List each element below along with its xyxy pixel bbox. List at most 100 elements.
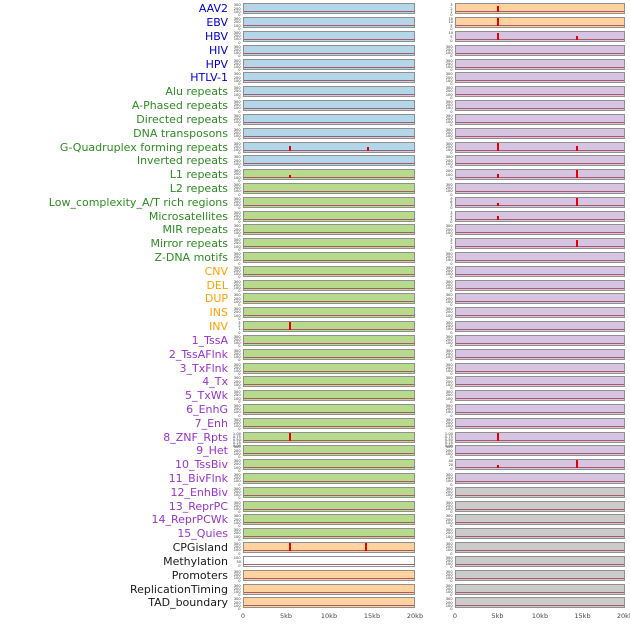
y-tick-label: 3 <box>450 237 453 242</box>
y-tick-label: 0 <box>450 357 453 363</box>
density-baseline <box>456 273 624 275</box>
x-tick-label: 10kb <box>531 611 549 620</box>
y-tick-label: 0 <box>238 426 241 432</box>
density-baseline <box>456 11 624 13</box>
y-tick-label: 0 <box>238 12 241 17</box>
y-tick-label: 100 <box>446 119 453 125</box>
y-tick-label: 200 <box>234 295 241 301</box>
y-tick-label: 0 <box>238 481 241 487</box>
y-tick-label: 100 <box>234 243 241 249</box>
density-baseline <box>456 384 624 386</box>
y-tick-label: 300 <box>446 375 453 381</box>
y-tick-label: 100 <box>234 78 241 83</box>
y-tick-label: 100 <box>446 533 453 539</box>
y-tick-label: 2 <box>238 323 241 329</box>
y-axis-tick-labels: 300 200 100 0 <box>228 44 243 57</box>
y-tick-label: 100 <box>234 423 241 428</box>
y-tick-label: 0 <box>238 26 241 31</box>
density-baseline <box>244 94 414 96</box>
density-baseline <box>244 439 414 441</box>
density-spike <box>367 147 370 151</box>
y-tick-label: 0 <box>450 288 453 293</box>
y-tick-label: 300 <box>234 251 241 256</box>
left-track-panel <box>243 307 415 319</box>
y-tick-label: 100 <box>234 202 241 207</box>
y-tick-label: 100 <box>234 285 241 290</box>
y-axis-tick-labels: 300 200 100 0 <box>228 155 243 168</box>
row-label: DEL <box>206 278 228 292</box>
y-tick-label: 0 <box>450 274 453 280</box>
y-tick-label: 0 <box>450 81 453 86</box>
density-baseline <box>456 232 624 234</box>
y-tick-label: 300 <box>234 126 241 132</box>
y-axis-tick-labels: 1.00 0.75 0.50 0.25 0.00 <box>440 431 455 448</box>
left-track-panel <box>243 252 415 264</box>
y-tick-label: 0 <box>450 67 453 72</box>
left-track-panel <box>243 542 415 554</box>
y-tick-label: 0 <box>238 578 241 584</box>
y-tick-label: 300 <box>446 265 453 270</box>
track-row: L2 repeats 300 200 100 0 300 200 100 0 <box>0 182 630 196</box>
y-tick-label: 200 <box>234 185 241 190</box>
y-tick-label: 100 <box>234 395 241 401</box>
y-tick-label: 100 <box>446 105 453 111</box>
y-tick-label: 300 <box>234 499 241 505</box>
y-tick-label: 300 <box>446 403 453 408</box>
y-axis-tick-labels: 300 200 100 0 <box>228 86 243 99</box>
right-track-panel <box>455 127 625 139</box>
y-axis-tick-labels: 300 200 100 0 <box>440 321 455 334</box>
density-baseline <box>456 66 624 68</box>
y-tick-label: 0 <box>238 260 241 266</box>
y-tick-label: 300 <box>234 196 241 201</box>
y-tick-label: 300 <box>234 30 241 35</box>
axis-spacer <box>0 610 243 611</box>
row-label: INV <box>209 320 228 334</box>
right-track-panel <box>455 334 625 346</box>
row-label: G-Quadruplex forming repeats <box>59 140 228 154</box>
density-baseline <box>244 190 414 192</box>
y-axis-tick-labels: 300 200 100 0 <box>440 252 455 266</box>
y-tick-label: 0 <box>450 260 453 266</box>
y-tick-label: 100 <box>234 492 241 497</box>
y-axis-tick-labels: 300 200 100 0 <box>228 362 243 375</box>
y-axis-tick-labels: 300 200 100 0 <box>228 196 243 209</box>
track-row: Microsatellites 300 200 100 0 3 2 1 0 <box>0 209 630 224</box>
row-label: 5_TxWk <box>185 389 228 403</box>
density-baseline <box>244 232 414 234</box>
density-baseline <box>244 342 414 344</box>
y-tick-label: 300 <box>446 347 453 353</box>
right-track-panel <box>455 196 625 208</box>
track-row: 11_BivFlnk 300 200 100 0 300 200 100 0 <box>0 472 630 486</box>
y-tick-label: 200 <box>446 516 453 522</box>
density-baseline <box>456 550 624 552</box>
left-track-panel <box>243 182 415 194</box>
density-baseline <box>456 411 624 413</box>
density-spike <box>288 174 291 179</box>
y-tick-label: 200 <box>446 489 453 494</box>
y-tick-label: 200 <box>446 364 453 370</box>
track-row: AAV2 300 200 100 0 3 2 1 0 <box>0 2 630 16</box>
y-tick-label: 300 <box>234 113 241 118</box>
y-axis-tick-labels: 300 200 100 0 <box>440 58 455 72</box>
y-tick-label: 200 <box>234 461 241 467</box>
y-tick-label: 0 <box>450 412 453 418</box>
y-axis-tick-labels: 200 100 0 <box>440 169 455 181</box>
left-track-panel <box>243 100 415 112</box>
density-baseline <box>244 411 414 413</box>
y-tick-label: 200 <box>234 268 241 273</box>
y-tick-label: 300 <box>234 568 241 574</box>
y-tick-label: 0.50 <box>444 437 453 442</box>
y-tick-label: 300 <box>446 541 453 546</box>
y-tick-label: 0 <box>450 550 453 556</box>
y-axis-tick-labels: 300 200 100 0 <box>228 542 243 555</box>
track-row: Promoters 300 200 100 0 300 200 100 0 <box>0 568 630 584</box>
y-tick-label: 200 <box>446 226 453 232</box>
y-tick-label: 0 <box>238 288 241 293</box>
y-tick-label: 100 <box>446 299 453 304</box>
y-tick-label: 3 <box>450 209 453 215</box>
y-tick-label: 0 <box>238 523 241 528</box>
x-tick-label: 5kb <box>279 611 293 620</box>
y-tick-label: 0 <box>450 150 453 155</box>
y-tick-label: 300 <box>234 99 241 104</box>
